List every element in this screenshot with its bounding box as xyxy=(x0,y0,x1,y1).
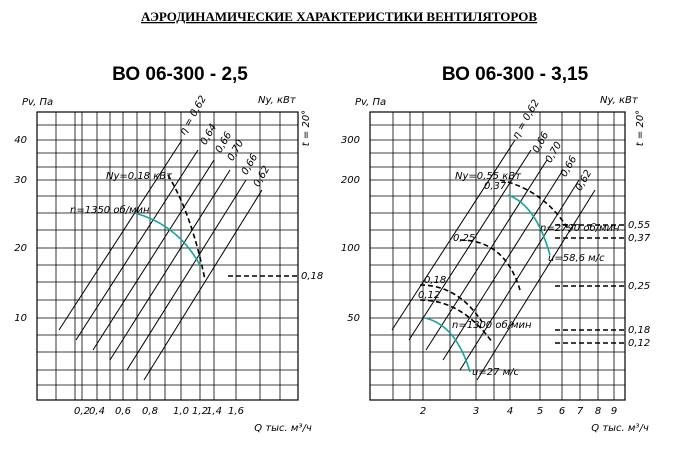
x-tick-label: 2 xyxy=(420,406,426,417)
y2-axis-label: Ny, кВт xyxy=(258,95,297,106)
annotation: 0,25 xyxy=(453,233,475,244)
y2-tick-label: 0,18 xyxy=(628,325,650,336)
y2-tick-label: 0,55 xyxy=(628,220,650,231)
efficiency-line xyxy=(109,169,231,361)
y-tick-label: 300 xyxy=(341,135,360,146)
annotation: Ny=0,18 кВт xyxy=(106,171,173,182)
power-curve xyxy=(419,284,483,323)
x-tick-label: 1,2 xyxy=(192,406,208,417)
temperature-label: t = 20° xyxy=(635,110,646,146)
y-tick-label: 10 xyxy=(14,313,27,324)
x-axis-label: Q тыс. м³/ч xyxy=(591,423,649,434)
efficiency-line xyxy=(92,159,215,351)
y-axis-label: Pv, Па xyxy=(355,97,386,108)
annotation: η = 0,62 xyxy=(511,98,542,141)
efficiency-line xyxy=(442,169,564,361)
x-tick-label: 9 xyxy=(611,406,617,417)
x-tick-label: 8 xyxy=(595,406,601,417)
x-tick-label: 3 xyxy=(473,406,479,417)
y-tick-label: 30 xyxy=(14,175,27,186)
y-tick-label: 40 xyxy=(14,135,27,146)
annotation: 0,12 xyxy=(418,290,440,301)
power-curve xyxy=(419,299,493,343)
efficiency-line xyxy=(75,149,199,341)
efficiency-line xyxy=(58,139,183,331)
y-tick-label: 200 xyxy=(341,175,360,186)
panel-title: ВО 06-300 - 3,15 xyxy=(442,64,589,85)
x-tick-label: 7 xyxy=(577,406,584,417)
y-tick-label: 20 xyxy=(14,243,27,254)
power-curve xyxy=(499,179,571,233)
annotation: u=27 м/с xyxy=(472,367,520,378)
pressure-curve xyxy=(134,212,201,266)
efficiency-line xyxy=(459,179,580,371)
x-tick-label: 1,0 xyxy=(173,406,189,417)
y-axis-label: Pv, Па xyxy=(22,97,53,108)
y-tick-label: 100 xyxy=(341,243,360,254)
grids xyxy=(36,111,626,401)
y-tick-label: 50 xyxy=(347,313,360,324)
y2-tick-label: 0,37 xyxy=(628,233,651,244)
annotation: 0,62 xyxy=(252,164,273,189)
annotation: 0,37 xyxy=(484,181,507,192)
x-tick-label: 0,2 xyxy=(74,406,90,417)
annotation: n=1350 об/мин xyxy=(70,204,150,216)
x-tick-label: 0,6 xyxy=(115,406,131,417)
efficiency-line xyxy=(143,189,263,381)
pressure-curve xyxy=(424,317,471,373)
power-curve xyxy=(459,239,521,291)
x-tick-label: 4 xyxy=(507,406,513,417)
annotation: n=2790 об/мин xyxy=(540,222,620,234)
x-tick-label: 1,6 xyxy=(228,406,244,417)
y2-tick-label: 0,12 xyxy=(628,338,650,349)
x-tick-label: 0,4 xyxy=(89,406,105,417)
annotation: 0,18 xyxy=(424,275,446,286)
panel-title: ВО 06-300 - 2,5 xyxy=(112,64,248,85)
x-tick-label: 6 xyxy=(559,406,565,417)
x-axis-label: Q тыс. м³/ч xyxy=(254,423,312,434)
efficiency-line xyxy=(408,149,532,341)
annotation: 0,62 xyxy=(574,168,595,193)
annotation: n=1300 об/мин xyxy=(452,319,532,331)
efficiency-line xyxy=(425,159,548,351)
efficiency-line xyxy=(126,179,247,371)
y2-tick-label: 0,18 xyxy=(301,271,323,282)
y2-axis-label: Ny, кВт xyxy=(600,95,639,106)
annotation: Ny=0,55 кВт xyxy=(455,171,522,182)
x-tick-label: 1,4 xyxy=(206,406,222,417)
x-tick-label: 0,8 xyxy=(142,406,158,417)
temperature-label: t = 20° xyxy=(301,110,312,146)
y2-tick-label: 0,25 xyxy=(628,281,650,292)
pressure-curve xyxy=(507,194,551,256)
power-curve xyxy=(167,174,206,281)
x-tick-label: 5 xyxy=(537,406,543,417)
annotation: u=58,6 м/с xyxy=(548,253,605,264)
frame xyxy=(36,111,299,401)
efficiency-line xyxy=(391,139,516,331)
efficiency-line xyxy=(476,189,596,381)
page-title: АЭРОДИНАМИЧЕСКИЕ ХАРАКТЕРИСТИКИ ВЕНТИЛЯТ… xyxy=(141,9,537,24)
